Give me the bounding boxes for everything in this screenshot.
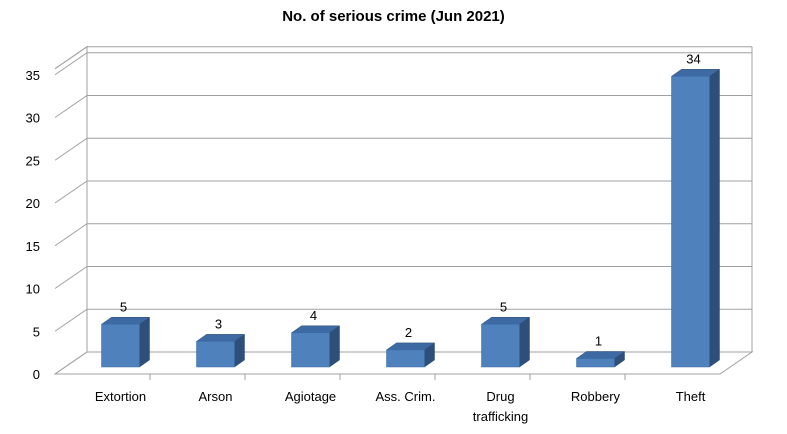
data-label: 5 bbox=[500, 299, 507, 314]
y-tick-label: 30 bbox=[26, 111, 40, 126]
y-tick-label: 20 bbox=[26, 196, 40, 211]
bar bbox=[671, 76, 710, 368]
gridline bbox=[54, 308, 752, 332]
bar bbox=[101, 324, 140, 368]
data-label: 34 bbox=[686, 51, 700, 66]
gridline bbox=[54, 95, 752, 118]
data-label: 2 bbox=[405, 325, 412, 340]
y-tick-label: 15 bbox=[26, 239, 40, 254]
y-tick-label: 25 bbox=[26, 153, 40, 168]
category-label: Extortion bbox=[95, 389, 146, 404]
gridline bbox=[54, 52, 752, 76]
category-label: Ass. Crim. bbox=[376, 389, 436, 404]
gridline bbox=[54, 266, 752, 289]
bar-side bbox=[709, 68, 720, 368]
category-label: Arson bbox=[199, 389, 233, 404]
category-label: Robbery bbox=[571, 389, 621, 404]
data-label: 4 bbox=[310, 308, 317, 323]
category-label: Theft bbox=[676, 389, 706, 404]
category-label: Agiotage bbox=[285, 389, 336, 404]
gridline-top bbox=[54, 46, 752, 70]
chart-title: No. of serious crime (Jun 2021) bbox=[282, 8, 505, 25]
bar bbox=[196, 341, 235, 368]
category-label: trafficking bbox=[473, 409, 528, 424]
data-label: 3 bbox=[215, 316, 222, 331]
gridline bbox=[54, 137, 752, 161]
y-tick-label: 10 bbox=[26, 282, 40, 297]
data-label: 5 bbox=[120, 299, 127, 314]
bar bbox=[291, 332, 330, 368]
y-tick-label: 35 bbox=[26, 68, 40, 83]
gridline bbox=[54, 180, 752, 204]
category-label: Drug bbox=[486, 389, 514, 404]
data-label: 1 bbox=[595, 333, 602, 348]
bar bbox=[481, 324, 520, 368]
left-wall bbox=[54, 45, 88, 375]
bar-side bbox=[139, 316, 150, 368]
y-tick-label: 0 bbox=[33, 367, 40, 382]
bar bbox=[386, 349, 425, 368]
bar bbox=[576, 358, 615, 368]
bar-side bbox=[519, 316, 530, 368]
gridline bbox=[54, 223, 752, 247]
y-tick-label: 5 bbox=[33, 324, 40, 339]
